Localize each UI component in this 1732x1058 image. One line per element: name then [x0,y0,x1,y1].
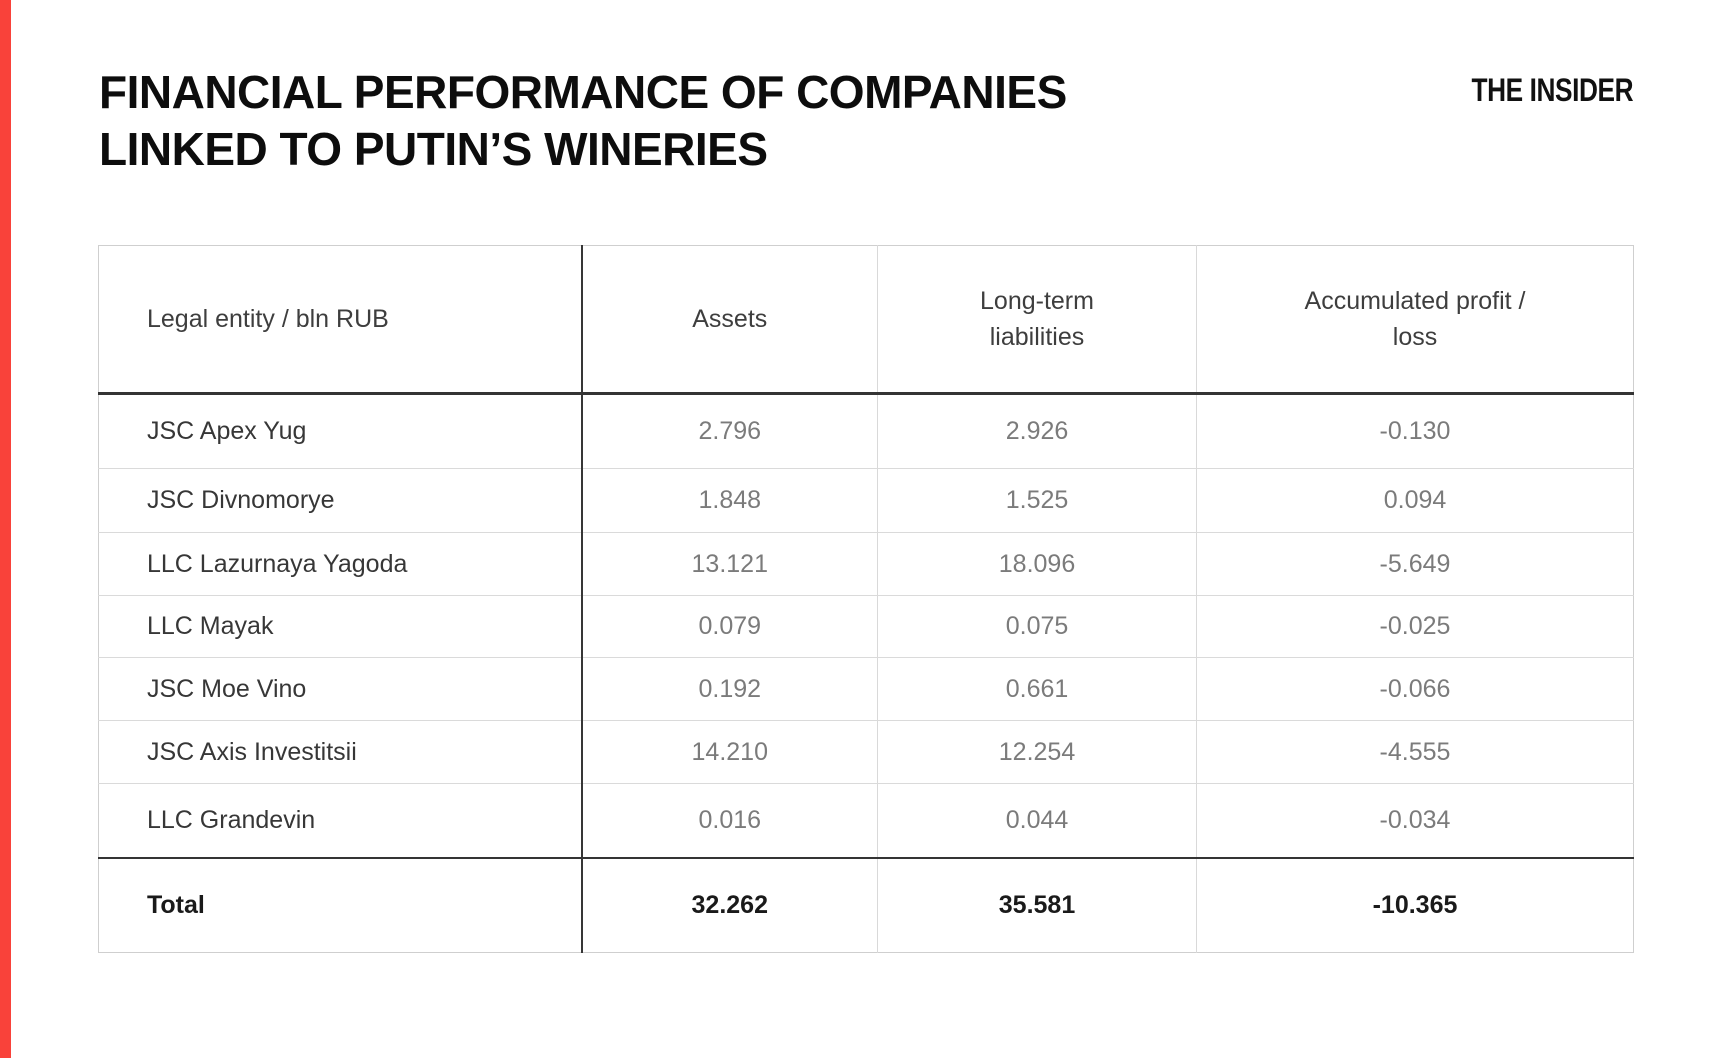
table-row: JSC Axis Investitsii 14.210 12.254 -4.55… [98,720,1634,784]
assets-value: 14.210 [581,720,878,784]
liabilities-value: 18.096 [877,532,1197,596]
financial-table: Legal entity / bln RUB Assets Long-term … [98,245,1634,953]
profit-loss-value: -0.025 [1196,595,1634,658]
liabilities-value: 12.254 [877,720,1197,784]
assets-value: 0.192 [581,657,878,721]
table-row: LLC Lazurnaya Yagoda 13.121 18.096 -5.64… [98,532,1634,596]
profit-loss-value: -0.066 [1196,657,1634,721]
table-row: LLC Mayak 0.079 0.075 -0.025 [98,595,1634,658]
page-title-line2: LINKED TO PUTIN’S WINERIES [99,123,768,175]
profit-loss-value: -4.555 [1196,720,1634,784]
financial-table-container: Legal entity / bln RUB Assets Long-term … [98,245,1634,953]
entity-name: LLC Grandevin [98,783,583,859]
liabilities-value: 2.926 [877,393,1197,469]
left-accent-bar [0,0,11,1058]
table-row: JSC Apex Yug 2.796 2.926 -0.130 [98,393,1634,469]
assets-value: 13.121 [581,532,878,596]
assets-value: 2.796 [581,393,878,469]
brand-logo: THE INSIDER [1471,72,1633,108]
table-row: JSC Divnomorye 1.848 1.525 0.094 [98,468,1634,533]
liabilities-value: 1.525 [877,468,1197,533]
entity-name: LLC Lazurnaya Yagoda [98,532,583,596]
col-header-profit-loss: Accumulated profit / loss [1196,245,1634,395]
profit-loss-value: -5.649 [1196,532,1634,596]
table-row: JSC Moe Vino 0.192 0.661 -0.066 [98,657,1634,721]
assets-value: 1.848 [581,468,878,533]
page-title-line1: FINANCIAL PERFORMANCE OF COMPANIES [99,66,1067,118]
page-title: FINANCIAL PERFORMANCE OF COMPANIES LINKE… [99,64,1067,178]
entity-name: LLC Mayak [98,595,583,658]
col-header-assets: Assets [581,245,878,395]
table-total-row: Total 32.262 35.581 -10.365 [98,857,1634,953]
entity-name: JSC Apex Yug [98,393,583,469]
total-label: Total [98,857,583,953]
profit-loss-value: 0.094 [1196,468,1634,533]
entity-name: JSC Axis Investitsii [98,720,583,784]
total-liabilities-value: 35.581 [877,857,1197,953]
col-header-liabilities: Long-term liabilities [877,245,1197,395]
entity-name: JSC Divnomorye [98,468,583,533]
col-header-legal-entity: Legal entity / bln RUB [98,245,583,395]
assets-value: 0.079 [581,595,878,658]
assets-value: 0.016 [581,783,878,859]
liabilities-value: 0.661 [877,657,1197,721]
profit-loss-value: -0.034 [1196,783,1634,859]
liabilities-value: 0.044 [877,783,1197,859]
profit-loss-value: -0.130 [1196,393,1634,469]
total-profit-loss-value: -10.365 [1196,857,1634,953]
total-assets-value: 32.262 [581,857,878,953]
table-header-row: Legal entity / bln RUB Assets Long-term … [98,245,1634,395]
entity-name: JSC Moe Vino [98,657,583,721]
liabilities-value: 0.075 [877,595,1197,658]
table-row: LLC Grandevin 0.016 0.044 -0.034 [98,783,1634,859]
